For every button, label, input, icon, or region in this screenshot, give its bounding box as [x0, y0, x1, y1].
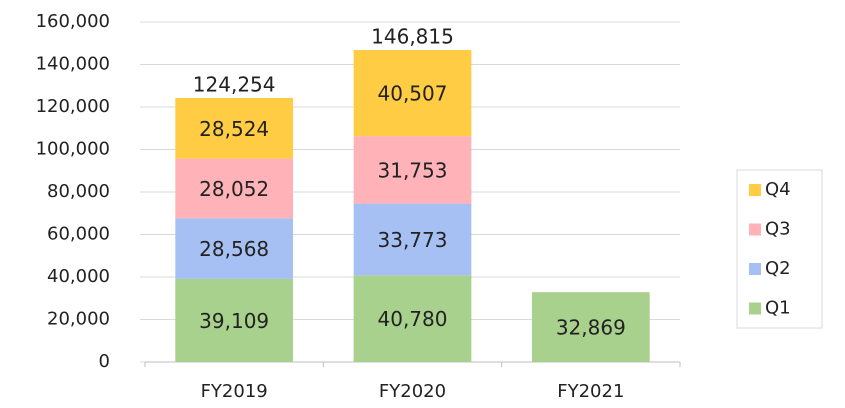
total-label: 146,815 — [371, 25, 454, 49]
bar-segment — [353, 50, 472, 137]
data-label: 28,052 — [199, 177, 269, 201]
y-tick-label: 0 — [99, 351, 110, 372]
bar-segment — [175, 218, 294, 279]
data-label: 31,753 — [378, 158, 448, 182]
y-tick-label: 160,000 — [36, 11, 110, 32]
data-label: 32,869 — [556, 316, 626, 340]
data-label: 40,780 — [378, 307, 448, 331]
y-tick-label: 40,000 — [47, 266, 110, 287]
y-tick-label: 20,000 — [47, 309, 110, 330]
bar-segment — [175, 158, 294, 219]
y-tick-label: 100,000 — [36, 139, 110, 160]
data-label: 39,109 — [199, 309, 269, 333]
bar-segment — [175, 278, 294, 362]
data-label: 28,568 — [199, 237, 269, 261]
legend-label: Q3 — [765, 219, 791, 240]
y-tick-label: 120,000 — [36, 96, 110, 117]
bar-segment — [531, 292, 650, 362]
total-label: 124,254 — [193, 72, 276, 96]
bar-segment — [175, 97, 294, 159]
legend-swatch — [749, 184, 761, 196]
x-tick-label: FY2021 — [557, 381, 624, 402]
legend-swatch — [749, 302, 761, 315]
legend-label: Q2 — [765, 258, 791, 279]
y-tick-label: 60,000 — [47, 224, 110, 245]
y-tick-label: 140,000 — [36, 54, 110, 75]
bar-segment — [353, 203, 472, 276]
legend-label: Q1 — [765, 298, 791, 319]
bar-segment — [353, 275, 472, 362]
legend-swatch — [749, 263, 761, 275]
legend-box — [736, 169, 823, 329]
x-tick-label: FY2020 — [379, 381, 446, 402]
x-tick-label: FY2019 — [201, 381, 268, 402]
legend-label: Q4 — [765, 179, 791, 200]
data-label: 40,507 — [378, 82, 448, 106]
data-label: 33,773 — [378, 228, 448, 252]
data-label: 28,524 — [199, 117, 269, 141]
legend-swatch — [749, 223, 761, 236]
y-tick-label: 80,000 — [47, 181, 110, 202]
bar-segment — [353, 136, 472, 204]
